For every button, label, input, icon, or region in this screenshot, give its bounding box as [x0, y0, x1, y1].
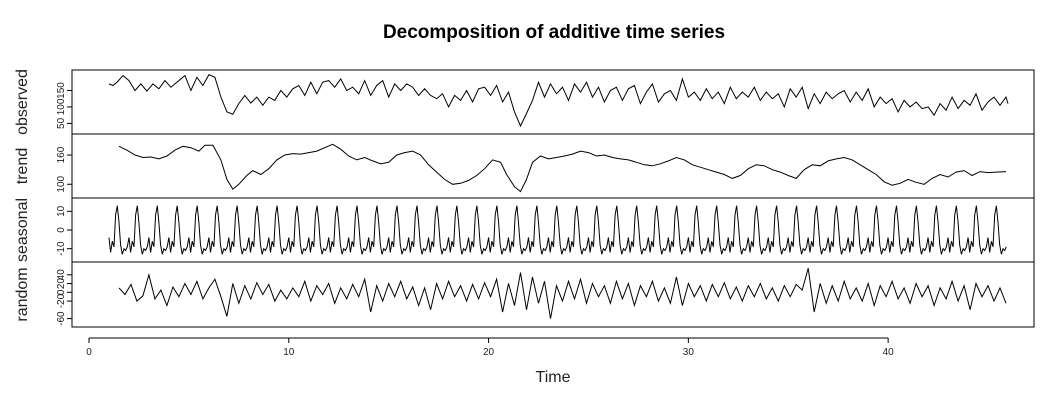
- panels-layer: 50100150observed100160trend-10010seasona…: [14, 69, 1035, 328]
- series-line-random: [118, 268, 1007, 319]
- y-tick-label-random--20: -20: [56, 293, 67, 308]
- panel-label-observed: observed: [14, 69, 31, 135]
- chart-title: Decomposition of additive time series: [383, 22, 725, 43]
- panel-label-random: random: [14, 267, 31, 321]
- panel-seasonal: -10 0 10 seasonal: [14, 197, 1035, 263]
- y-tick-label-random-40: 40: [56, 269, 67, 281]
- x-axis-label: Time: [536, 369, 571, 386]
- y-tick-label-random--60: -60: [56, 311, 67, 326]
- y-tick-label-trend-100: 100: [56, 175, 67, 192]
- y-tick-label-seasonal-10: 10: [56, 205, 67, 217]
- y-tick-label-random-20: 20: [56, 278, 67, 290]
- panel-label-seasonal: seasonal: [14, 198, 31, 262]
- y-tick-label-observed-100: 100: [56, 98, 67, 115]
- x-tick-label-40: 40: [883, 347, 895, 358]
- panel-frame-trend: [71, 133, 1035, 199]
- y-tick-label-seasonal--10: -10: [56, 241, 67, 256]
- x-tick-label-10: 10: [283, 347, 295, 358]
- y-tick-label-observed-150: 150: [56, 82, 67, 99]
- series-line-trend: [118, 143, 1007, 193]
- y-tick-label-observed-50: 50: [56, 117, 67, 129]
- panel-frame-observed: [71, 69, 1035, 135]
- series-line-observed: [108, 74, 1009, 128]
- y-tick-label-trend-160: 160: [56, 146, 67, 163]
- x-axis: 0 10 20 30 40: [86, 337, 895, 358]
- panel-trend: 100 160 trend: [14, 133, 1035, 199]
- panel-frame-random: [71, 261, 1035, 328]
- panel-label-trend: trend: [14, 148, 31, 184]
- x-tick-label-20: 20: [483, 347, 495, 358]
- x-tick-label-0: 0: [86, 347, 92, 358]
- series-line-seasonal: [108, 205, 1007, 255]
- y-tick-label-random-0: 0: [56, 289, 67, 295]
- x-tick-label-30: 30: [683, 347, 695, 358]
- y-tick-label-seasonal-0: 0: [56, 227, 67, 233]
